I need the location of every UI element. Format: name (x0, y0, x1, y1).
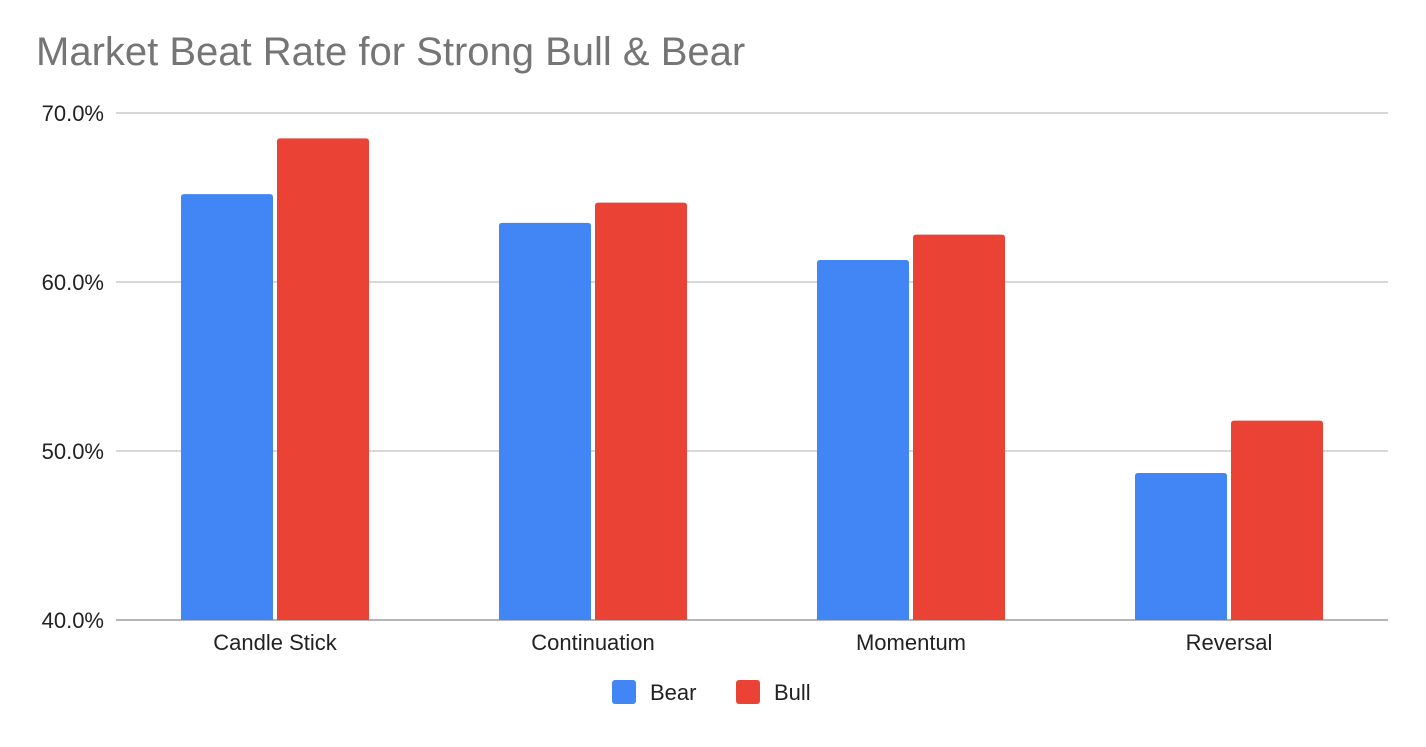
x-tick-label: Candle Stick (213, 630, 338, 655)
legend-swatch (736, 680, 760, 704)
legend-item-bull[interactable]: Bull (736, 680, 811, 705)
bar-bear-reversal[interactable] (1135, 472, 1227, 620)
bar-bear-candle-stick[interactable] (181, 194, 273, 620)
legend-label: Bull (774, 680, 811, 705)
legend-item-bear[interactable]: Bear (612, 680, 696, 705)
bar-bull-continuation[interactable] (595, 202, 687, 620)
legend[interactable]: Bear Bull (612, 680, 811, 705)
legend-swatch (612, 680, 636, 704)
chart-title: Market Beat Rate for Strong Bull & Bear (36, 30, 746, 74)
y-tick-label: 70.0% (42, 101, 104, 126)
x-tick-label: Reversal (1186, 630, 1273, 655)
y-tick-label: 50.0% (42, 439, 104, 464)
bar-bull-candle-stick[interactable] (277, 138, 369, 620)
y-axis-ticks: 40.0% 50.0% 60.0% 70.0% (42, 101, 104, 633)
bar-bear-continuation[interactable] (499, 222, 591, 620)
x-tick-label: Continuation (531, 630, 655, 655)
x-axis-ticks: Candle Stick Continuation Momentum Reversal (213, 630, 1272, 655)
y-tick-label: 60.0% (42, 270, 104, 295)
bar-bull-momentum[interactable] (913, 234, 1005, 620)
bar-bear-momentum[interactable] (817, 260, 909, 620)
bars (181, 138, 1323, 620)
bar-bull-reversal[interactable] (1231, 420, 1323, 620)
x-tick-label: Momentum (856, 630, 966, 655)
y-tick-label: 40.0% (42, 608, 104, 633)
legend-label: Bear (650, 680, 696, 705)
